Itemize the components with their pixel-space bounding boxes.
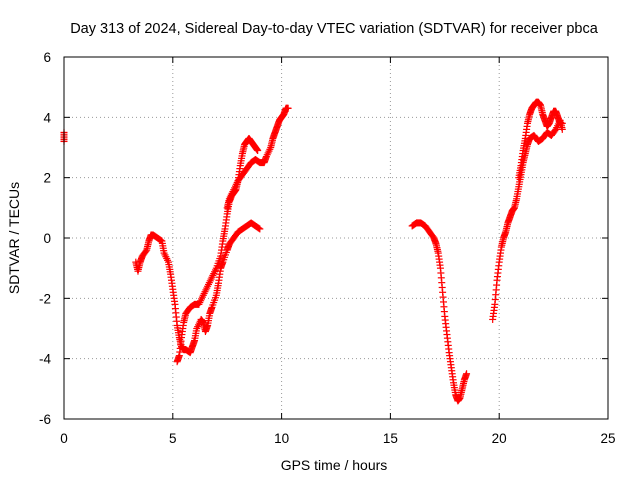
chart-title: Day 313 of 2024, Sidereal Day-to-day VTE… bbox=[70, 21, 599, 37]
x-tick-label: 0 bbox=[60, 431, 68, 446]
data-series bbox=[489, 116, 566, 323]
x-axis-label: GPS time / hours bbox=[281, 457, 388, 473]
x-tick-label: 15 bbox=[383, 431, 398, 446]
x-tick-label: 10 bbox=[274, 431, 289, 446]
data-series bbox=[132, 219, 264, 357]
data-point-marker bbox=[255, 224, 263, 232]
data-point-marker bbox=[157, 236, 165, 244]
y-tick-label: -6 bbox=[39, 412, 51, 427]
data-series bbox=[408, 219, 471, 405]
plot-frame bbox=[63, 56, 609, 420]
axis-ticks: 0 5 10 15 20 25 -6 -4 -2 0 2 4 6 bbox=[39, 50, 616, 446]
data-point-marker bbox=[558, 125, 566, 133]
data-point-marker bbox=[558, 119, 566, 127]
y-axis-label: SDTVAR / TECUs bbox=[6, 182, 22, 294]
data-point-marker bbox=[142, 247, 150, 255]
data-marks bbox=[60, 98, 566, 405]
y-tick-label: -4 bbox=[39, 352, 51, 367]
x-tick-label: 5 bbox=[169, 431, 177, 446]
y-tick-label: 4 bbox=[43, 110, 51, 125]
data-point-marker bbox=[256, 225, 264, 233]
y-tick-label: 0 bbox=[43, 231, 51, 246]
y-tick-label: 2 bbox=[43, 171, 51, 186]
x-tick-label: 25 bbox=[600, 431, 615, 446]
data-point-marker bbox=[254, 147, 262, 155]
data-series bbox=[515, 98, 566, 182]
y-tick-label: -2 bbox=[39, 291, 51, 306]
data-series bbox=[223, 104, 292, 212]
data-point-marker bbox=[284, 104, 292, 112]
data-point-marker bbox=[463, 370, 471, 378]
grid-lines bbox=[64, 57, 608, 419]
x-tick-label: 20 bbox=[492, 431, 507, 446]
y-tick-label: 6 bbox=[43, 50, 51, 65]
